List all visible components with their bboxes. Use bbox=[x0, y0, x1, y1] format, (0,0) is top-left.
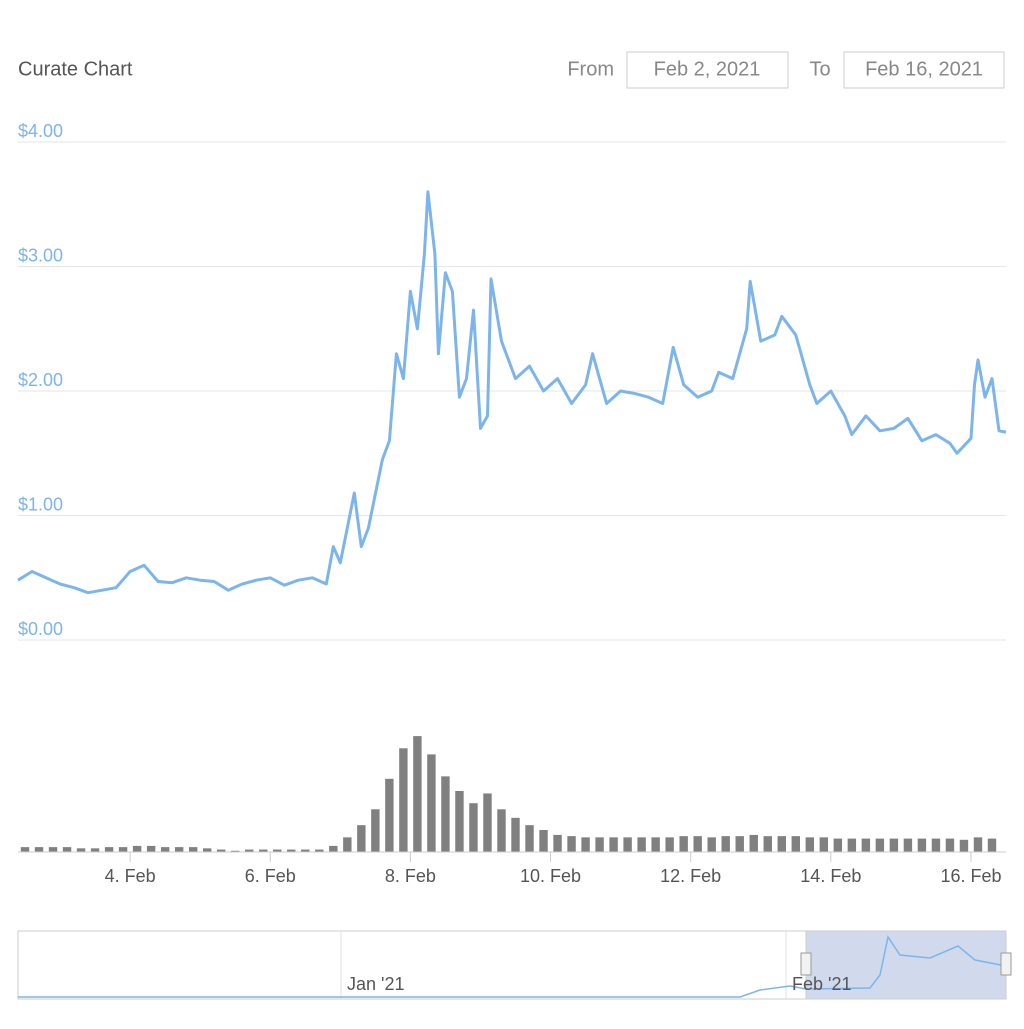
x-tick-label: 4. Feb bbox=[105, 866, 156, 886]
volume-bar bbox=[90, 848, 100, 852]
volume-bar bbox=[861, 838, 871, 852]
from-value[interactable]: Feb 2, 2021 bbox=[654, 58, 761, 80]
volume-bar bbox=[511, 817, 520, 852]
x-tick-label: 6. Feb bbox=[245, 866, 296, 886]
y-tick-label: $0.00 bbox=[18, 619, 63, 639]
volume-bar bbox=[315, 849, 324, 852]
navigator-handle[interactable] bbox=[800, 952, 812, 976]
volume-bar bbox=[413, 736, 422, 852]
volume-bar bbox=[987, 838, 997, 852]
volume-bar bbox=[301, 849, 310, 852]
volume-bar bbox=[62, 847, 72, 852]
volume-bar bbox=[637, 837, 646, 852]
from-input[interactable] bbox=[626, 51, 789, 89]
volume-bar bbox=[273, 849, 282, 852]
volume-bar bbox=[329, 845, 338, 852]
volume-bar bbox=[34, 847, 44, 852]
volume-bar bbox=[945, 838, 955, 852]
volume-bar bbox=[679, 836, 688, 852]
price-line bbox=[17, 190, 1007, 595]
volume-bar bbox=[595, 837, 604, 852]
volume-bar bbox=[609, 837, 618, 852]
volume-bar bbox=[104, 847, 114, 852]
volume-bar bbox=[174, 847, 184, 852]
from-label: From bbox=[567, 58, 614, 80]
volume-bar bbox=[973, 837, 983, 852]
volume-bar bbox=[777, 836, 786, 852]
volume-bar bbox=[903, 838, 913, 852]
volume-bar bbox=[875, 838, 885, 852]
volume-bar bbox=[371, 809, 380, 852]
volume-bar bbox=[651, 837, 660, 852]
volume-bar bbox=[917, 838, 927, 852]
volume-bar bbox=[146, 845, 156, 852]
navigator-label: Feb '21 bbox=[792, 974, 851, 994]
volume-bar bbox=[441, 776, 450, 852]
volume-bar bbox=[847, 838, 857, 852]
volume-bar bbox=[118, 847, 128, 852]
x-tick-label: 8. Feb bbox=[385, 866, 436, 886]
volume-bar bbox=[287, 849, 296, 852]
volume-bar bbox=[245, 849, 254, 852]
to-label: To bbox=[809, 58, 830, 80]
navigator[interactable]: Jan '21 Feb '21 bbox=[17, 930, 1012, 1000]
volume-bar bbox=[76, 848, 86, 852]
volume-bar bbox=[539, 830, 548, 852]
volume-bar bbox=[819, 837, 829, 852]
volume-bar bbox=[763, 836, 772, 852]
volume-bar bbox=[833, 838, 843, 852]
volume-bar bbox=[623, 837, 632, 852]
volume-bar bbox=[525, 825, 534, 852]
volume-bar bbox=[707, 837, 716, 852]
volume-bar bbox=[693, 836, 702, 852]
volume-bar bbox=[735, 836, 744, 852]
volume-bar bbox=[497, 809, 506, 852]
volume-bar bbox=[427, 754, 436, 852]
y-tick-label: $4.00 bbox=[18, 121, 63, 141]
chart-title: Curate Chart bbox=[18, 58, 133, 80]
volume-bar bbox=[48, 847, 58, 852]
volume-bar bbox=[665, 837, 674, 852]
x-tick-label: 16. Feb bbox=[940, 866, 1001, 886]
navigator-label: Jan '21 bbox=[347, 974, 404, 994]
volume-bar bbox=[385, 778, 394, 852]
volume-bar bbox=[805, 837, 815, 852]
volume-bar bbox=[483, 793, 492, 852]
volume-bar bbox=[791, 836, 800, 852]
volume-bar bbox=[343, 837, 352, 852]
volume-bar bbox=[581, 837, 590, 852]
to-input[interactable] bbox=[843, 51, 1005, 89]
volume-bar bbox=[455, 791, 464, 852]
x-tick-label: 14. Feb bbox=[800, 866, 861, 886]
volume-bar bbox=[959, 839, 969, 852]
navigator-line bbox=[18, 935, 1007, 998]
volume-bar bbox=[749, 834, 758, 852]
volume-bar bbox=[553, 834, 562, 852]
volume-bar bbox=[567, 836, 576, 852]
y-tick-label: $3.00 bbox=[18, 245, 63, 265]
volume-bar bbox=[721, 836, 730, 852]
y-tick-label: $2.00 bbox=[18, 370, 63, 390]
volume-bar bbox=[160, 847, 170, 852]
volume-bar bbox=[259, 849, 268, 852]
navigator-selection[interactable] bbox=[805, 930, 1007, 1000]
volume-bar bbox=[231, 850, 240, 852]
x-tick-label: 10. Feb bbox=[520, 866, 581, 886]
x-tick-label: 12. Feb bbox=[660, 866, 721, 886]
volume-bar bbox=[931, 838, 941, 852]
to-value[interactable]: Feb 16, 2021 bbox=[865, 58, 983, 80]
volume-bar bbox=[889, 838, 899, 852]
volume-bar bbox=[469, 803, 478, 852]
volume-bar bbox=[399, 748, 408, 852]
volume-bar bbox=[217, 849, 226, 852]
y-tick-label: $1.00 bbox=[18, 494, 63, 514]
volume-bar bbox=[20, 847, 30, 852]
volume-bar bbox=[132, 845, 142, 852]
volume-bar bbox=[357, 825, 366, 852]
volume-bar bbox=[202, 848, 212, 852]
navigator-handle[interactable] bbox=[1000, 952, 1012, 976]
volume-bar bbox=[188, 847, 198, 852]
